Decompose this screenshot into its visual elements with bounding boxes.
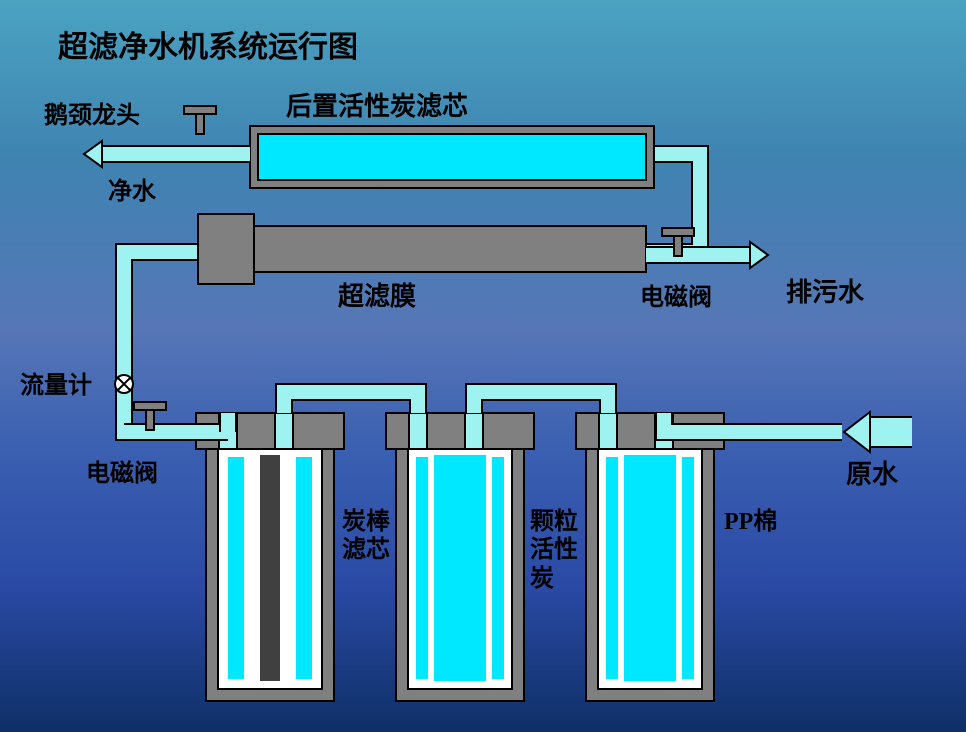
label-faucet: 鹅颈龙头 (44, 102, 140, 130)
label-gac: 颗粒 活性 炭 (530, 508, 578, 593)
label-solenoid-right: 电磁阀 (640, 284, 712, 312)
label-flowmeter: 流量计 (20, 372, 92, 400)
diagram-svg (0, 0, 966, 732)
label-post-carbon: 后置活性炭滤芯 (286, 92, 468, 123)
label-clean-water: 净水 (108, 178, 156, 206)
label-solenoid-left: 电磁阀 (86, 460, 158, 488)
diagram-stage: { "meta":{"width":966,"height":732,"type… (0, 0, 966, 732)
label-pp: PP棉 (724, 508, 777, 536)
label-cto: 炭棒 滤芯 (342, 508, 390, 565)
label-waste: 排污水 (786, 278, 864, 309)
label-raw-water: 原水 (846, 460, 898, 491)
diagram-title: 超滤净水机系统运行图 (58, 30, 358, 65)
label-uf-membrane: 超滤膜 (338, 282, 416, 313)
